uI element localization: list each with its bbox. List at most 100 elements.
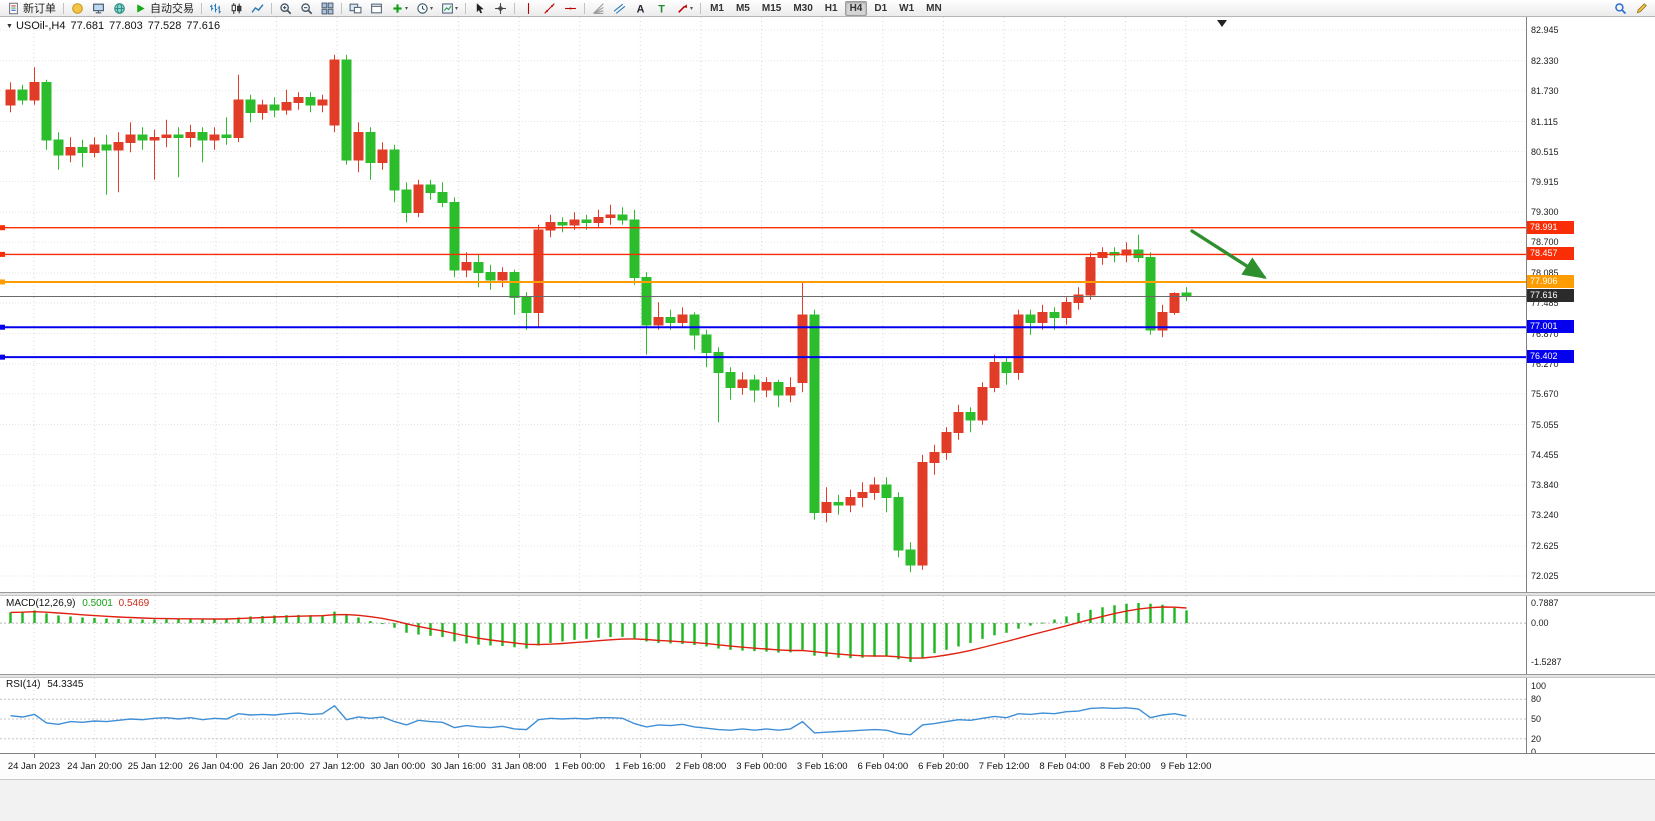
- time-axis-tick: [215, 754, 217, 758]
- toolbar-separator: [700, 2, 702, 14]
- macd-indicator-label: MACD(12,26,9) 0.5001 0.5469: [6, 598, 149, 609]
- time-axis-label: 30 Jan 00:00: [370, 761, 426, 772]
- toolbar-separator: [584, 2, 586, 14]
- level-handle[interactable]: [0, 225, 5, 231]
- periods-button[interactable]: ▾: [413, 0, 436, 17]
- crosshair-tool-button[interactable]: [491, 0, 510, 17]
- time-axis-label: 3 Feb 00:00: [736, 761, 787, 772]
- candle-chart-mode-button[interactable]: [227, 0, 246, 17]
- svg-text:T: T: [658, 3, 665, 15]
- time-axis-tick: [94, 754, 96, 758]
- line-chart-mode-button[interactable]: [248, 0, 267, 17]
- timeframe-mn-button[interactable]: MN: [926, 2, 942, 14]
- new-order-button[interactable]: 新订单: [4, 0, 59, 17]
- main-chart-canvas[interactable]: [0, 17, 1526, 592]
- price-axis-tick: 76.270: [1531, 358, 1559, 369]
- timeframe-m30-button[interactable]: M30: [793, 2, 813, 14]
- channel-icon: [613, 2, 626, 15]
- timeframe-h4-button[interactable]: H4: [844, 0, 868, 16]
- time-axis[interactable]: 24 Jan 2023 24 Jan 20:00 25 Jan 12:00 26 Ja…: [0, 753, 1655, 779]
- templates-button[interactable]: ▾: [438, 0, 461, 17]
- time-axis-label: 1 Feb 00:00: [554, 761, 606, 772]
- zoom-out-button[interactable]: [297, 0, 316, 17]
- price-axis-tick: 72.625: [1531, 541, 1559, 551]
- channel-tool-button[interactable]: [610, 0, 629, 17]
- horizontal-line-tool-button[interactable]: [561, 0, 580, 17]
- bar-chart-mode-button[interactable]: [206, 0, 225, 17]
- arrows-tool-button[interactable]: ▾: [673, 0, 696, 17]
- new-chart-button[interactable]: [346, 0, 365, 17]
- price-axis-tick: 73.840: [1531, 480, 1559, 491]
- level-handle[interactable]: [0, 251, 5, 257]
- rsi-canvas[interactable]: [0, 678, 1526, 753]
- toolbar-buttons-group: 新订单 自动交易 ▾ ▾ ▾ A T ▾: [3, 0, 704, 17]
- pane-splitter-rsi[interactable]: [0, 674, 1655, 678]
- trend-arrow-annotation[interactable]: [1190, 229, 1267, 279]
- time-axis-tick: [397, 754, 399, 758]
- price-axis-tick: 80.515: [1531, 146, 1559, 157]
- chart-window: ▼ USOil-,H4 77.681 77.803 77.528 77.616 MACD(…: [0, 17, 1655, 821]
- price-tag-77.001: 77.001: [1527, 320, 1574, 334]
- rsi-line: [10, 704, 1187, 736]
- time-axis-label: 24 Jan 20:00: [67, 761, 123, 772]
- price-axis-tick: 72.025: [1531, 571, 1559, 581]
- svg-text:A: A: [637, 3, 645, 15]
- macd-axis-tick: 0.00: [1531, 618, 1549, 629]
- text-tool-button[interactable]: A: [631, 0, 650, 17]
- toolbar-right-group: [1610, 0, 1652, 17]
- template-icon: [441, 2, 454, 15]
- level-handle[interactable]: [0, 279, 5, 285]
- price-axis-tick: 81.730: [1531, 85, 1559, 96]
- time-axis-label: 7 Feb 12:00: [978, 761, 1030, 772]
- level-handle[interactable]: [0, 354, 5, 360]
- time-axis-label: 6 Feb 04:00: [857, 761, 909, 772]
- tile-windows-button[interactable]: [318, 0, 337, 17]
- timeframe-d1-button[interactable]: D1: [874, 2, 888, 14]
- chart-shift-button[interactable]: [367, 0, 386, 17]
- main-chart-pane[interactable]: [0, 17, 1526, 592]
- price-axis-tick: 78.085: [1531, 268, 1559, 278]
- search-button[interactable]: [1611, 0, 1630, 17]
- ohlc-low: 77.528: [147, 20, 182, 32]
- auto-trading-button[interactable]: 自动交易: [131, 0, 197, 17]
- fibo-icon: [592, 2, 605, 15]
- indicators-button[interactable]: ▾: [388, 0, 411, 17]
- zoom-in-button[interactable]: [276, 0, 295, 17]
- globe-icon: [113, 2, 126, 15]
- cursor-tool-button[interactable]: [470, 0, 489, 17]
- rsi-axis-tick: 0: [1531, 747, 1537, 757]
- time-axis-tick: [700, 754, 702, 758]
- level-handle[interactable]: [0, 324, 5, 330]
- chart-symbol-period: USOil-,H4: [15, 20, 66, 32]
- timeframe-m15-button[interactable]: M15: [761, 2, 782, 14]
- window-shift-icon: [370, 2, 383, 15]
- market-watch-button[interactable]: [89, 0, 108, 17]
- charts-profile-button[interactable]: [68, 0, 87, 17]
- fibonacci-tool-button[interactable]: [589, 0, 608, 17]
- rsi-pane[interactable]: [0, 678, 1526, 753]
- timeframe-m1-button[interactable]: M1: [710, 2, 724, 14]
- time-axis-label: 25 Jan 12:00: [127, 761, 183, 772]
- arrowtool-icon: [676, 2, 689, 15]
- label-tool-button[interactable]: T: [652, 0, 671, 17]
- vertical-line-tool-button[interactable]: [519, 0, 538, 17]
- trendline-tool-button[interactable]: [540, 0, 559, 17]
- macd-canvas[interactable]: [0, 596, 1526, 674]
- timeframe-w1-button[interactable]: W1: [899, 2, 915, 14]
- pane-splitter-macd[interactable]: [0, 592, 1655, 596]
- data-window-button[interactable]: [110, 0, 129, 17]
- macd-pane[interactable]: [0, 596, 1526, 674]
- price-tag-77.906: 77.906: [1527, 274, 1574, 288]
- ohlc-high: 77.803: [109, 20, 143, 32]
- price-axis-tick: 75.055: [1531, 419, 1559, 430]
- ohlc-open: 77.681: [70, 20, 105, 32]
- tline-icon: [543, 2, 556, 15]
- quick-edit-button[interactable]: [1632, 0, 1651, 17]
- timeframe-h1-button[interactable]: H1: [824, 2, 838, 14]
- time-axis-label: 30 Jan 16:00: [430, 761, 486, 772]
- chart-shift-marker[interactable]: [1217, 20, 1227, 27]
- timeframe-m5-button[interactable]: M5: [735, 2, 750, 14]
- macd-histogram: [9, 602, 1188, 663]
- symbol-dropdown-icon[interactable]: ▼: [6, 23, 13, 30]
- price-axis[interactable]: 82.945 82.330 81.730 81.115 80.515 79.915 79.3…: [1526, 17, 1655, 757]
